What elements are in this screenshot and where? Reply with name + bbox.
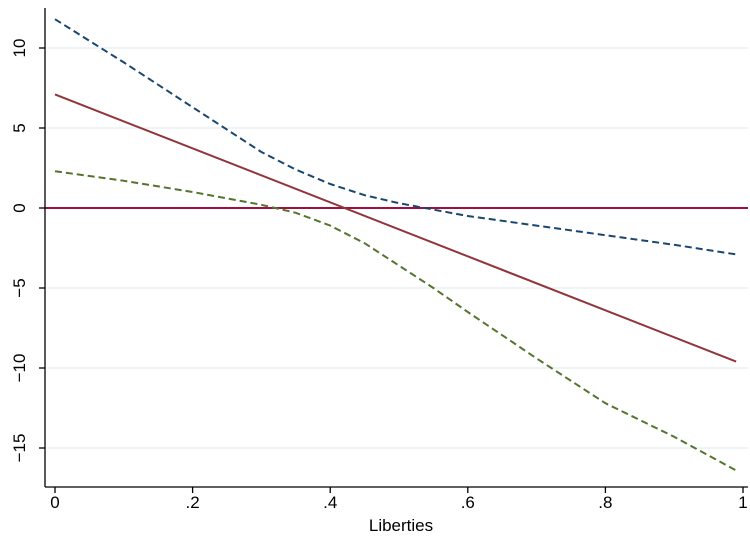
x-tick-label-0: 0 <box>50 493 59 512</box>
x-tick-label-2: .4 <box>323 493 337 512</box>
series-layer <box>45 18 748 472</box>
y-tick-label-3: −5 <box>10 278 29 297</box>
x-tick-label-5: 1 <box>738 493 747 512</box>
y-tick-label-5: −15 <box>10 434 29 463</box>
series-line-1 <box>54 93 737 363</box>
x-axis-title: Liberties <box>369 516 433 535</box>
series-line-0 <box>54 18 737 256</box>
x-tick-label-4: .8 <box>598 493 612 512</box>
x-tick-label-1: .2 <box>186 493 200 512</box>
y-tick-label-4: −10 <box>10 354 29 383</box>
y-tick-label-2: 0 <box>10 203 29 212</box>
y-tick-label-1: 5 <box>10 123 29 132</box>
x-tick-label-3: .6 <box>461 493 475 512</box>
axes-layer: 10 5 0 −5 −10 −15 0 .2 .4 .6 .8 1 <box>10 8 748 512</box>
y-tick-label-0: 10 <box>10 39 29 58</box>
series-line-2 <box>54 170 737 472</box>
